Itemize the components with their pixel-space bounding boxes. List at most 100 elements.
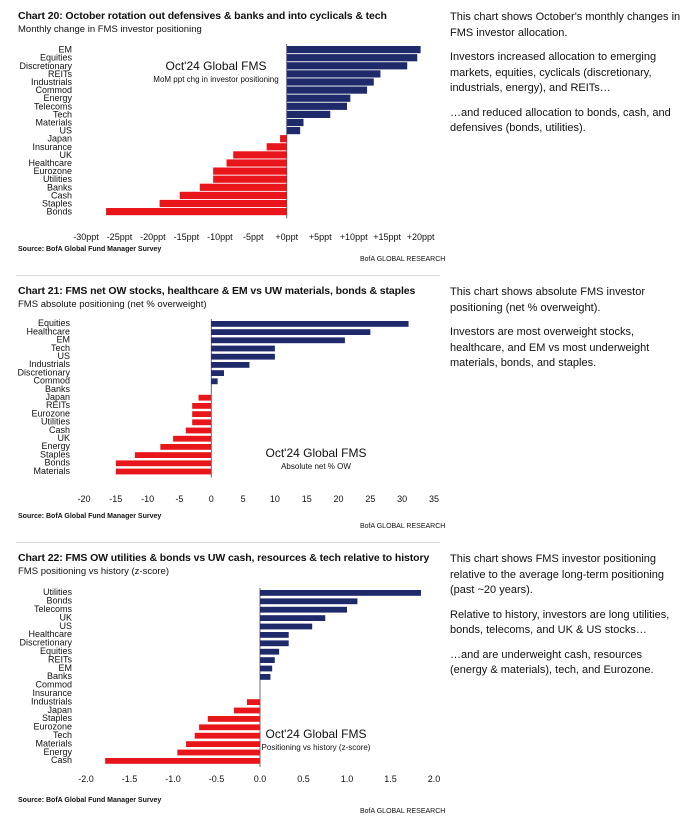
bar-us bbox=[211, 353, 275, 360]
bar-em bbox=[286, 46, 421, 54]
category-label: REITs bbox=[48, 654, 73, 664]
bar-bonds bbox=[260, 598, 358, 605]
x-tick-label: -1.5 bbox=[122, 774, 138, 784]
category-label: UK bbox=[59, 612, 72, 622]
category-label: Insurance bbox=[32, 688, 72, 698]
x-tick-label: -10ppt bbox=[207, 232, 233, 242]
annotation-title: Oct'24 Global FMS bbox=[166, 59, 267, 73]
annotation-title: Oct'24 Global FMS bbox=[266, 727, 367, 741]
category-label: Healthcare bbox=[28, 629, 72, 639]
bar-materials bbox=[286, 118, 304, 127]
commentary-p2: Investors increased allocation to emergi… bbox=[450, 51, 657, 94]
chart-subtitle: Monthly change in FMS investor positioni… bbox=[18, 24, 202, 35]
x-tick-label: -5ppt bbox=[243, 232, 264, 242]
bar-us bbox=[260, 623, 313, 630]
x-tick-label: 25 bbox=[365, 494, 375, 504]
bar-telecoms bbox=[260, 606, 347, 613]
bar-utilities bbox=[192, 419, 212, 426]
commentary-2: This chart shows absolute FMS investor p… bbox=[450, 285, 682, 381]
chart-panel-2: Chart 21: FMS net OW stocks, healthcare … bbox=[0, 285, 689, 537]
bar-tech bbox=[211, 345, 275, 352]
category-label: REITs bbox=[48, 69, 73, 79]
commentary-p1: This chart shows October's monthly chang… bbox=[450, 11, 681, 39]
bar-industrials bbox=[246, 699, 260, 705]
x-tick-label: +5ppt bbox=[309, 232, 332, 242]
category-label: Japan bbox=[45, 392, 70, 402]
bar-reits bbox=[260, 657, 275, 663]
chart-panel-3: Chart 22: FMS OW utilities & bonds vs UW… bbox=[0, 552, 689, 827]
category-label: Discretionary bbox=[17, 367, 70, 377]
category-label: Telecoms bbox=[34, 604, 73, 614]
x-tick-label: 20 bbox=[334, 494, 344, 504]
category-label: Equities bbox=[40, 646, 73, 656]
x-tick-label: 0.0 bbox=[254, 774, 267, 784]
category-label: EM bbox=[57, 335, 71, 345]
x-tick-label: -30ppt bbox=[73, 232, 99, 242]
x-tick-label: 10 bbox=[270, 494, 280, 504]
category-label: Healthcare bbox=[26, 326, 70, 336]
category-label: Energy bbox=[41, 441, 70, 451]
category-label: Industrials bbox=[31, 696, 73, 706]
x-tick-label: 30 bbox=[397, 494, 407, 504]
bar-eurozone bbox=[213, 167, 287, 175]
x-tick-label: 1.5 bbox=[384, 774, 397, 784]
chart-brand: BofA GLOBAL RESEARCH bbox=[360, 523, 446, 530]
x-tick-label: 0 bbox=[209, 494, 214, 504]
bar-staples bbox=[207, 716, 260, 722]
category-label: Commod bbox=[33, 376, 70, 386]
bar-discretionary bbox=[211, 370, 224, 376]
bar-eurozone bbox=[199, 724, 260, 731]
bar-healthcare bbox=[260, 632, 289, 638]
commentary-1: This chart shows October's monthly chang… bbox=[450, 10, 682, 146]
category-label: Eurozone bbox=[33, 166, 72, 176]
x-tick-label: 0.5 bbox=[297, 774, 310, 784]
chart-source: Source: BofA Global Fund Manager Survey bbox=[18, 513, 162, 520]
bar-equities bbox=[211, 321, 409, 327]
category-label: Banks bbox=[45, 384, 71, 394]
chart-brand: BofA GLOBAL RESEARCH bbox=[360, 808, 446, 815]
category-label: Equities bbox=[38, 318, 71, 328]
bar-staples bbox=[159, 199, 287, 208]
x-tick-label: -0.5 bbox=[209, 774, 225, 784]
category-label: Discretionary bbox=[19, 61, 72, 71]
bar-bonds bbox=[106, 208, 287, 216]
commentary-p2: Investors are most overweight stocks, he… bbox=[450, 326, 650, 369]
bar-tech bbox=[194, 732, 260, 739]
bar-uk bbox=[173, 435, 212, 442]
bar-energy bbox=[160, 444, 212, 450]
category-label: Commod bbox=[35, 680, 72, 690]
bar-energy bbox=[177, 749, 260, 756]
x-tick-label: -15ppt bbox=[174, 232, 200, 242]
category-label: Materials bbox=[35, 738, 72, 748]
category-label: Cash bbox=[49, 425, 70, 435]
bar-banks bbox=[199, 183, 287, 191]
bar-em bbox=[260, 665, 273, 672]
category-label: Staples bbox=[40, 449, 71, 459]
bar-banks bbox=[260, 674, 271, 680]
x-tick-label: -2.0 bbox=[78, 774, 94, 784]
category-label: EM bbox=[59, 45, 73, 55]
bar-industrials bbox=[286, 78, 374, 86]
chart-title: Chart 22: FMS OW utilities & bonds vs UW… bbox=[18, 552, 430, 564]
chart-plot: EquitiesHealthcareEMTechUSIndustrialsDis… bbox=[17, 318, 439, 504]
annotation-title: Oct'24 Global FMS bbox=[266, 446, 367, 460]
annotation-subtitle: Positioning vs history (z-score) bbox=[262, 743, 371, 752]
category-label: Industrials bbox=[31, 77, 73, 87]
bar-reits bbox=[286, 70, 381, 78]
category-label: Eurozone bbox=[31, 408, 70, 418]
category-label: Bonds bbox=[46, 596, 72, 606]
x-tick-label: +15ppt bbox=[373, 232, 401, 242]
chart-title: Chart 21: FMS net OW stocks, healthcare … bbox=[18, 285, 416, 297]
category-label: Equities bbox=[40, 53, 73, 63]
bar-uk bbox=[260, 615, 326, 621]
bar-industrials bbox=[211, 362, 250, 368]
chart-title: Chart 20: October rotation out defensive… bbox=[18, 10, 387, 22]
commentary-p3: …and are underweight cash, resources (en… bbox=[450, 648, 654, 677]
category-label: US bbox=[57, 351, 70, 361]
bar-energy bbox=[286, 94, 351, 102]
category-label: Eurozone bbox=[33, 722, 72, 732]
x-tick-label: +10ppt bbox=[340, 232, 368, 242]
x-tick-label: +20ppt bbox=[407, 232, 435, 242]
category-label: Telecoms bbox=[34, 101, 73, 111]
category-label: Cash bbox=[51, 190, 72, 200]
